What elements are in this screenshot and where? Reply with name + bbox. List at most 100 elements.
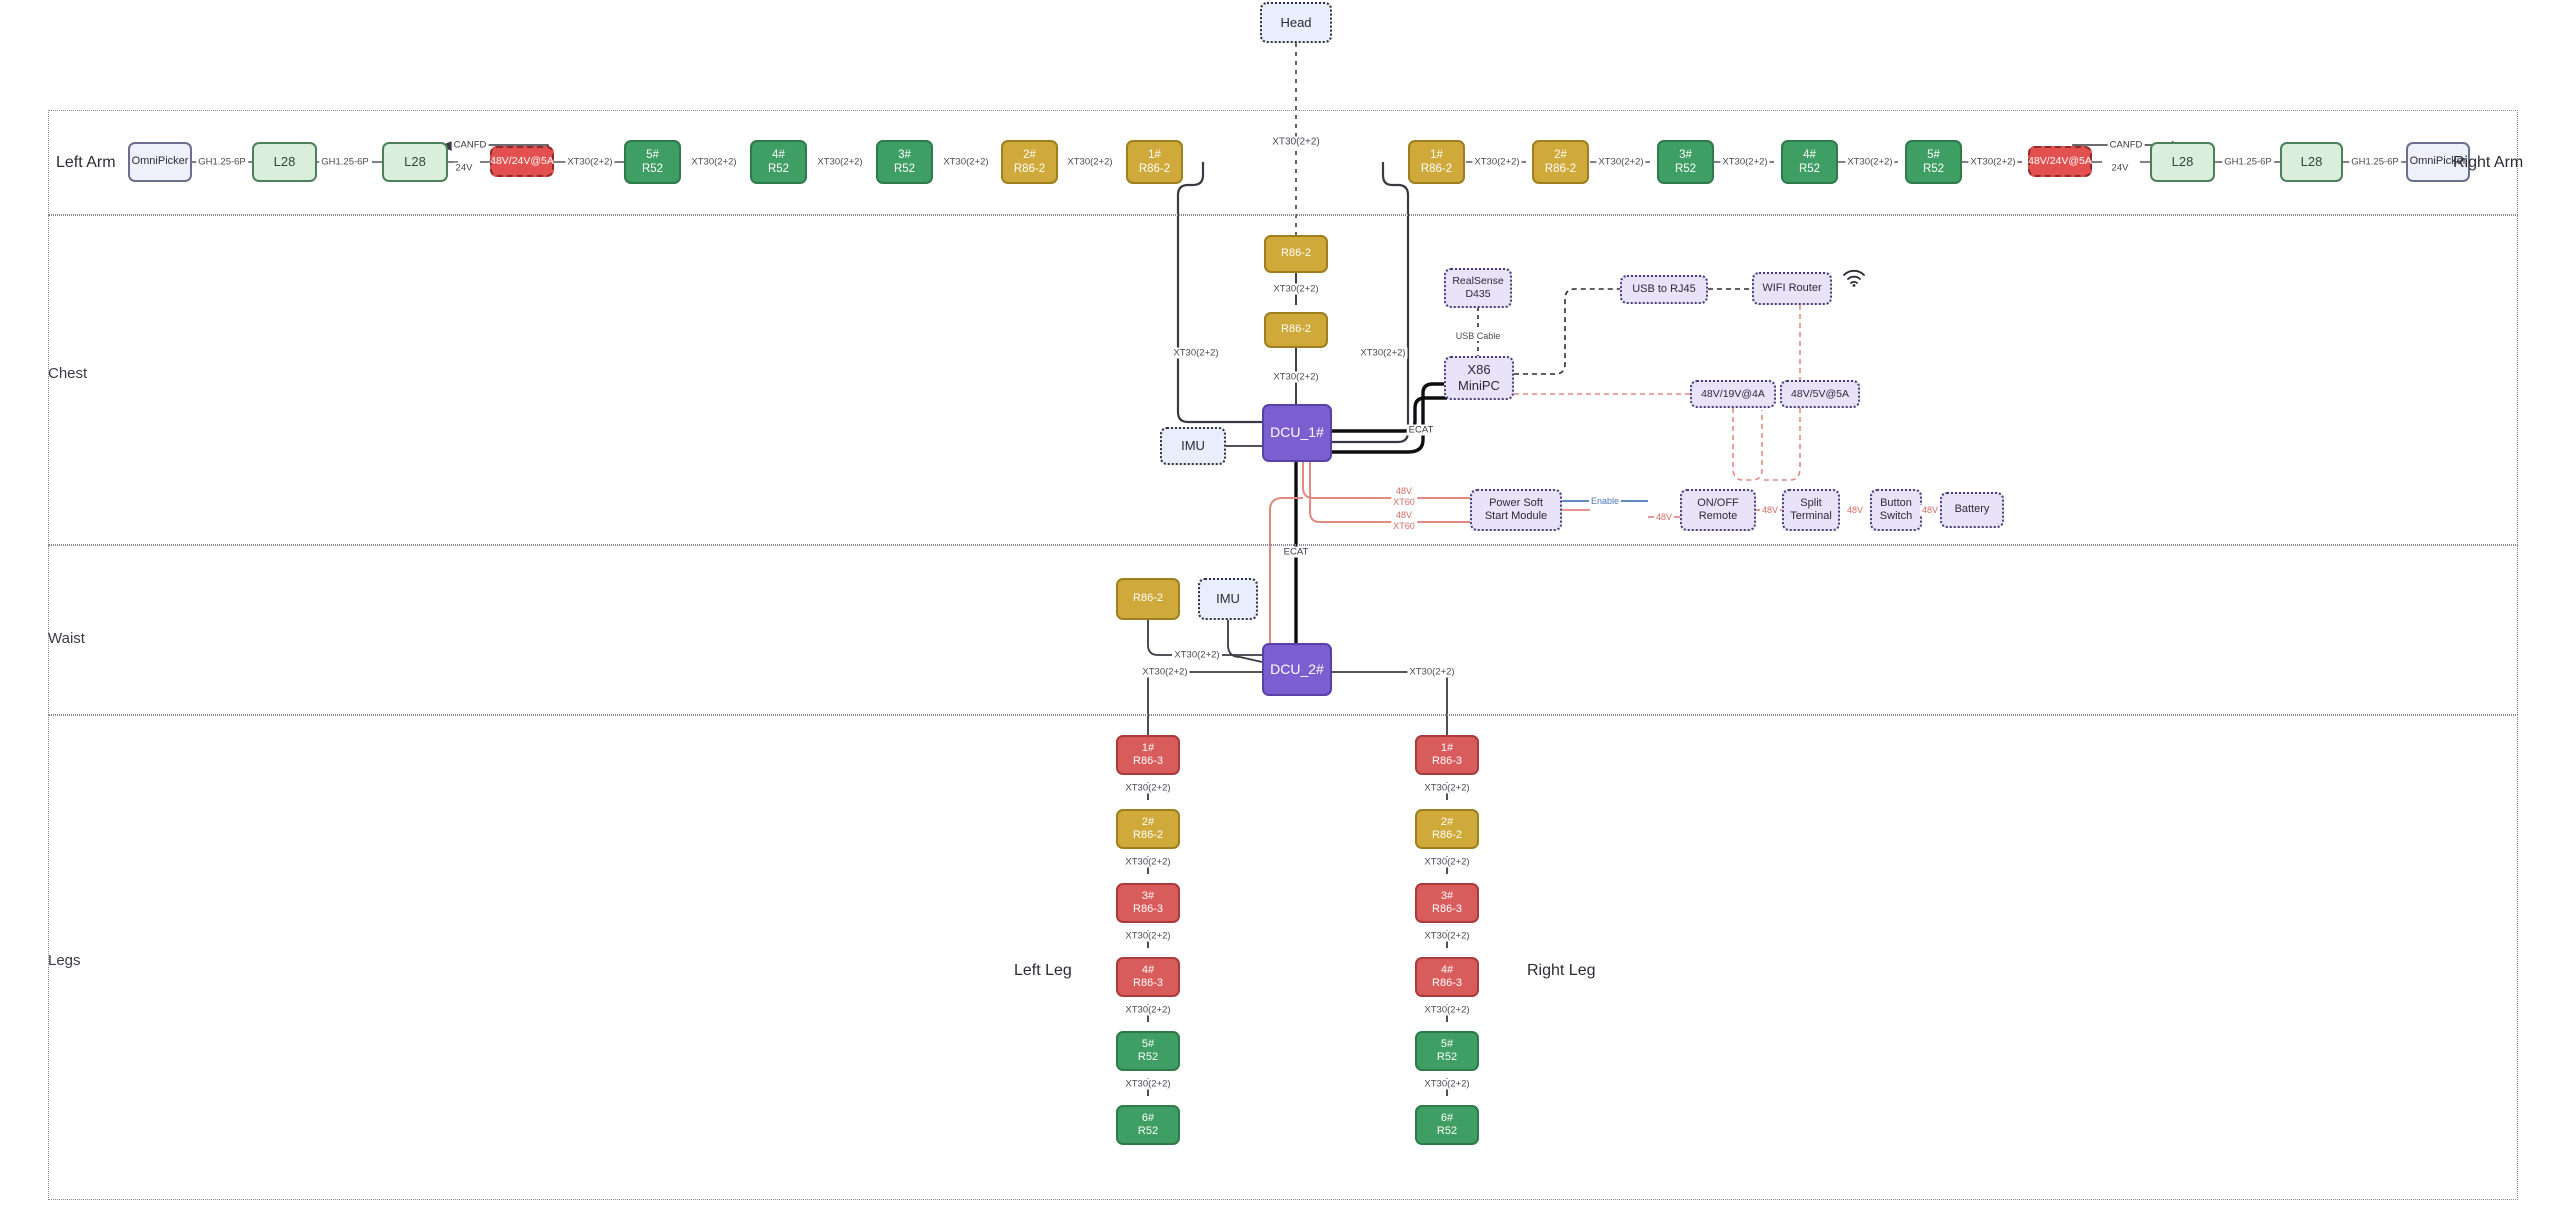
node-ra-l28-b[interactable]: L28	[2150, 142, 2215, 182]
node-label: 5#	[646, 148, 659, 161]
region-label-chest: Chest	[48, 365, 88, 382]
edge-label-48v-battery: 48V	[1919, 505, 1941, 515]
node-rl-joint-5[interactable]: 5# R52	[1415, 1031, 1479, 1071]
node-la-l28-a[interactable]: L28	[252, 142, 317, 182]
edge-label-waist-xt30-left: XT30(2+2)	[1140, 666, 1190, 678]
edge-label-enable: Enable	[1588, 496, 1622, 506]
node-label: DCU_2#	[1270, 660, 1324, 677]
node-label: 3#	[1679, 148, 1692, 161]
node-battery[interactable]: Battery	[1940, 492, 2004, 528]
edge-label-la-to-dcu: XT30(2+2)	[1171, 347, 1221, 359]
edge-label-48v-xt60-bottom: 48V XT60	[1391, 509, 1417, 533]
node-waist-r86[interactable]: R86-2	[1116, 578, 1180, 620]
edge-label-la-xt30-3: XT30(2+2)	[815, 156, 865, 168]
node-sublabel: R52	[1674, 163, 1697, 175]
node-label: 5#	[1927, 148, 1940, 161]
node-label: 4#	[772, 148, 785, 161]
node-converter-5v[interactable]: 48V/5V@5A	[1780, 380, 1860, 408]
node-ra-omnipicker[interactable]: OmniPicker	[2406, 142, 2470, 182]
node-wifi-router[interactable]: WIFI Router	[1752, 272, 1832, 305]
node-sublabel: R52	[1137, 1051, 1159, 1063]
side-label-left-arm: Left Arm	[56, 154, 116, 171]
edge-label-chest-xt30-a: XT30(2+2)	[1271, 283, 1321, 295]
node-chest-r86-bottom[interactable]: R86-2	[1264, 312, 1328, 348]
node-sublabel: Remote	[1698, 510, 1738, 522]
node-head[interactable]: Head	[1260, 2, 1332, 43]
edge-label-48v-split: 48V	[1759, 505, 1781, 515]
node-label: ON/OFF	[1697, 496, 1739, 509]
edge-label-la-xt30-2: XT30(2+2)	[689, 156, 739, 168]
side-label-left-leg: Left Leg	[1014, 962, 1072, 979]
node-ll-joint-5[interactable]: 5# R52	[1116, 1031, 1180, 1071]
node-rl-joint-3[interactable]: 3# R86-3	[1415, 883, 1479, 923]
node-rl-joint-6[interactable]: 6# R52	[1415, 1105, 1479, 1145]
node-ra-l28-a[interactable]: L28	[2280, 142, 2343, 182]
node-rl-joint-2[interactable]: 2# R86-2	[1415, 809, 1479, 849]
node-sublabel: R52	[1922, 163, 1945, 175]
node-sublabel: R86-2	[1013, 163, 1046, 175]
node-la-joint-4[interactable]: 4# R52	[750, 140, 807, 184]
edge-label-ll-xt30-4: XT30(2+2)	[1123, 1004, 1173, 1016]
label-xt60: XT60	[1393, 497, 1415, 507]
node-ra-joint-1[interactable]: 1# R86-2	[1408, 140, 1465, 184]
node-ra-joint-5[interactable]: 5# R52	[1905, 140, 1962, 184]
node-la-joint-3[interactable]: 3# R52	[876, 140, 933, 184]
node-x86-minipc[interactable]: X86 MiniPC	[1444, 356, 1514, 400]
node-ra-joint-4[interactable]: 4# R52	[1781, 140, 1838, 184]
node-ll-joint-4[interactable]: 4# R86-3	[1116, 957, 1180, 997]
node-ra-joint-3[interactable]: 3# R52	[1657, 140, 1714, 184]
node-ll-joint-3[interactable]: 3# R86-3	[1116, 883, 1180, 923]
edge-label-chest-xt30-b: XT30(2+2)	[1271, 371, 1321, 383]
node-la-joint-5[interactable]: 5# R52	[624, 140, 681, 184]
node-la-joint-1[interactable]: 1# R86-2	[1126, 140, 1183, 184]
edge-label-la-gh2: GH1.25-6P	[319, 156, 371, 168]
node-power-soft-start[interactable]: Power Soft Start Module	[1470, 489, 1562, 531]
node-chest-imu[interactable]: IMU	[1160, 427, 1226, 465]
node-la-omnipicker[interactable]: OmniPicker	[128, 142, 192, 182]
node-sublabel: R86-3	[1133, 903, 1163, 915]
edge-label-usb-cable: USB Cable	[1453, 331, 1503, 341]
edge-label-ra-canfd: CANFD	[2107, 139, 2145, 151]
node-chest-r86-top[interactable]: R86-2	[1264, 235, 1328, 273]
edge-label-48v-xt60-top: 48V XT60	[1391, 485, 1417, 509]
node-ra-joint-2[interactable]: 2# R86-2	[1532, 140, 1589, 184]
node-sublabel: R86-2	[1133, 829, 1163, 841]
node-la-converter[interactable]: 48V/24V@5A	[490, 146, 554, 177]
node-sublabel: R86-2	[1420, 163, 1453, 175]
node-label: 6#	[1440, 1111, 1454, 1124]
node-usb-to-rj45[interactable]: USB to RJ45	[1620, 275, 1708, 304]
node-waist-imu[interactable]: IMU	[1198, 578, 1258, 620]
node-label: 5#	[1440, 1037, 1454, 1050]
node-sublabel: R86-3	[1432, 903, 1462, 915]
region-legs	[48, 715, 2518, 1200]
node-ll-joint-1[interactable]: 1# R86-3	[1116, 735, 1180, 775]
edge-label-48v-enable: 48V	[1653, 512, 1675, 522]
node-ll-joint-6[interactable]: 6# R52	[1116, 1105, 1180, 1145]
edge-label-ll-xt30-1: XT30(2+2)	[1123, 782, 1173, 794]
node-label: 2#	[1141, 815, 1155, 828]
node-rl-joint-1[interactable]: 1# R86-3	[1415, 735, 1479, 775]
node-label: RealSense	[1452, 275, 1504, 288]
node-label: 6#	[1141, 1111, 1155, 1124]
node-la-joint-2[interactable]: 2# R86-2	[1001, 140, 1058, 184]
edge-label-ecat-chest: ECAT	[1406, 424, 1436, 436]
node-dcu-1[interactable]: DCU_1#	[1262, 404, 1332, 462]
node-converter-19v[interactable]: 48V/19V@4A	[1690, 380, 1776, 408]
node-realsense-d435[interactable]: RealSense D435	[1444, 268, 1512, 308]
node-rl-joint-4[interactable]: 4# R86-3	[1415, 957, 1479, 997]
label-48v: 48V	[1395, 485, 1413, 496]
node-label: IMU	[1181, 438, 1205, 454]
edge-label-ra-xt30-1: XT30(2+2)	[1472, 156, 1522, 168]
node-split-terminal[interactable]: Split Terminal	[1782, 489, 1840, 531]
node-sublabel: R86-3	[1432, 755, 1462, 767]
edge-label-ll-xt30-2: XT30(2+2)	[1123, 856, 1173, 868]
node-ll-joint-2[interactable]: 2# R86-2	[1116, 809, 1180, 849]
node-button-switch[interactable]: Button Switch	[1870, 489, 1922, 531]
edge-label-ra-xt30-5: XT30(2+2)	[1968, 156, 2018, 168]
node-label: 48V/19V@4A	[1701, 387, 1765, 400]
node-dcu-2[interactable]: DCU_2#	[1262, 643, 1332, 696]
node-onoff-remote[interactable]: ON/OFF Remote	[1680, 489, 1756, 531]
node-la-l28-b[interactable]: L28	[382, 142, 448, 182]
node-ra-converter[interactable]: 48V/24V@5A	[2028, 146, 2092, 177]
